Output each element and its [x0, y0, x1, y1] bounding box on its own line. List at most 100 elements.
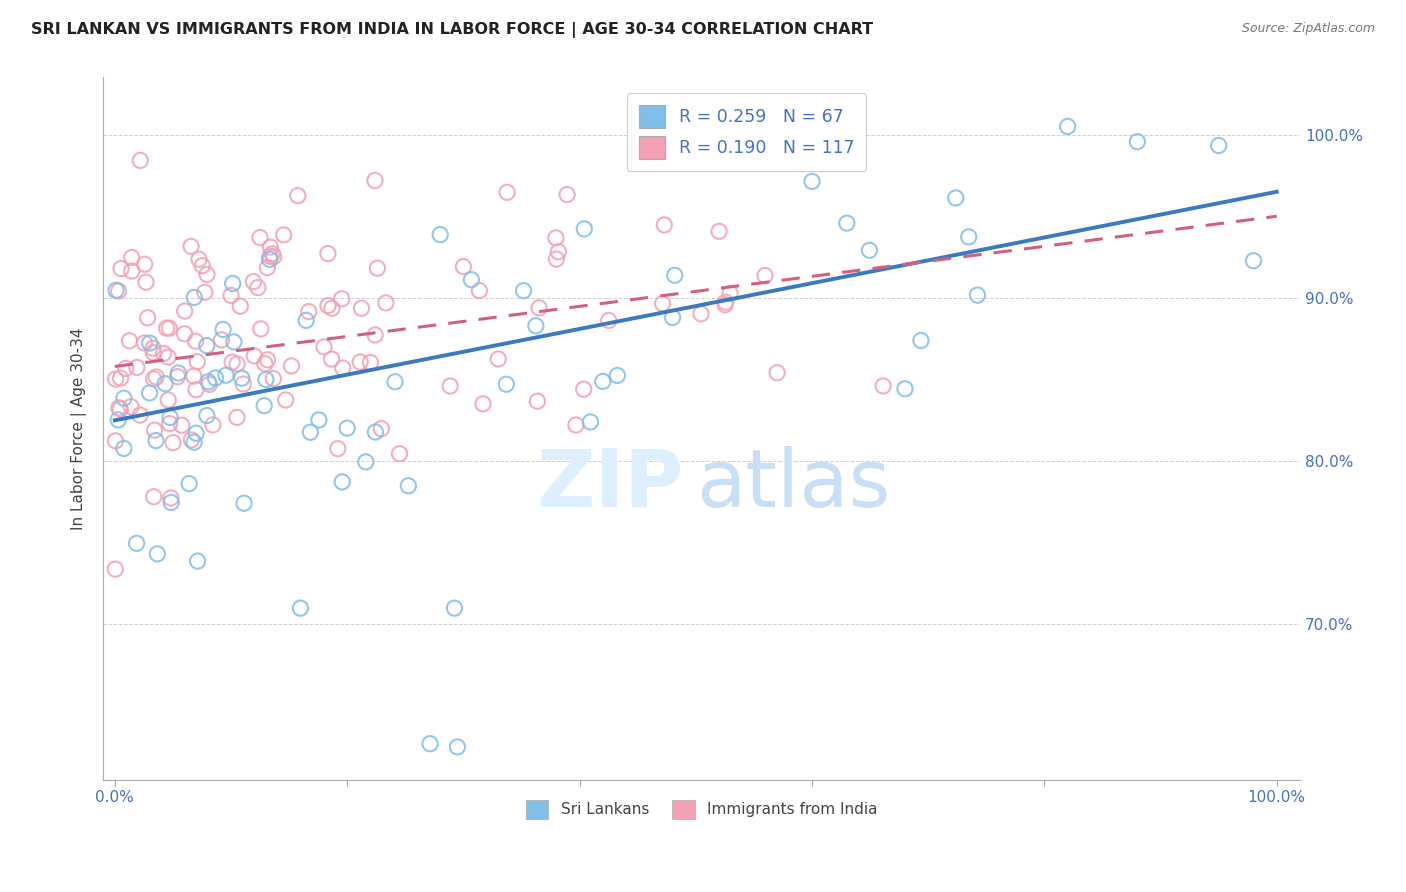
Point — [253, 399, 276, 413]
Point — [180, 239, 202, 253]
Point — [1208, 138, 1230, 153]
Point — [195, 409, 218, 423]
Point — [527, 301, 550, 315]
Text: atlas: atlas — [696, 446, 890, 524]
Point — [170, 418, 193, 433]
Point — [104, 562, 127, 576]
Point — [105, 283, 128, 297]
Point — [107, 284, 129, 298]
Point — [136, 310, 159, 325]
Point — [966, 288, 988, 302]
Point — [110, 402, 132, 417]
Point — [1243, 253, 1265, 268]
Point — [157, 392, 180, 407]
Point — [910, 334, 932, 348]
Point — [262, 371, 284, 385]
Point — [512, 284, 534, 298]
Point — [173, 326, 195, 341]
Point — [159, 417, 181, 431]
Point — [187, 554, 209, 568]
Point — [110, 261, 132, 276]
Point — [651, 296, 673, 310]
Point — [308, 413, 330, 427]
Point — [221, 277, 243, 291]
Point — [134, 336, 156, 351]
Point — [429, 227, 451, 242]
Point — [354, 455, 377, 469]
Point — [295, 313, 318, 327]
Point — [366, 261, 388, 276]
Point — [242, 275, 264, 289]
Point — [579, 415, 602, 429]
Point — [460, 273, 482, 287]
Point — [219, 288, 242, 302]
Point — [186, 354, 208, 368]
Point — [574, 222, 596, 236]
Point — [143, 423, 166, 437]
Point — [104, 372, 127, 386]
Text: SRI LANKAN VS IMMIGRANTS FROM INDIA IN LABOR FORCE | AGE 30-34 CORRELATION CHART: SRI LANKAN VS IMMIGRANTS FROM INDIA IN L… — [31, 22, 873, 38]
Point — [280, 359, 302, 373]
Point — [349, 355, 371, 369]
Point — [690, 307, 713, 321]
Point — [112, 391, 135, 405]
Point — [330, 292, 353, 306]
Point — [384, 375, 406, 389]
Point — [606, 368, 628, 383]
Point — [259, 252, 281, 267]
Point — [316, 246, 339, 260]
Point — [835, 216, 858, 230]
Point — [197, 375, 219, 389]
Point — [129, 408, 152, 422]
Point — [396, 479, 419, 493]
Point — [195, 268, 218, 282]
Point — [312, 340, 335, 354]
Point — [145, 434, 167, 448]
Point — [173, 304, 195, 318]
Point — [146, 547, 169, 561]
Point — [364, 173, 387, 187]
Point — [471, 397, 494, 411]
Point — [145, 370, 167, 384]
Point — [107, 413, 129, 427]
Point — [496, 186, 519, 200]
Point — [664, 268, 686, 283]
Point — [253, 357, 276, 371]
Point — [555, 187, 578, 202]
Point — [446, 739, 468, 754]
Point — [661, 310, 683, 325]
Point — [707, 224, 730, 238]
Point — [212, 322, 235, 336]
Point — [388, 447, 411, 461]
Point — [166, 369, 188, 384]
Point — [152, 346, 174, 360]
Point — [332, 361, 354, 376]
Point — [108, 401, 131, 415]
Point — [201, 417, 224, 432]
Point — [180, 433, 202, 447]
Point — [250, 322, 273, 336]
Point — [215, 368, 238, 383]
Point — [858, 244, 880, 258]
Point — [160, 491, 183, 505]
Point — [1126, 135, 1149, 149]
Point — [299, 425, 322, 440]
Y-axis label: In Labor Force | Age 30-34: In Labor Force | Age 30-34 — [72, 327, 87, 530]
Point — [134, 257, 156, 271]
Point — [184, 426, 207, 441]
Point — [468, 284, 491, 298]
Point — [592, 375, 614, 389]
Point — [118, 334, 141, 348]
Point — [714, 298, 737, 312]
Point — [370, 422, 392, 436]
Point — [243, 349, 266, 363]
Point — [572, 382, 595, 396]
Point — [138, 386, 160, 401]
Point — [142, 345, 165, 359]
Point — [718, 286, 741, 301]
Point — [104, 434, 127, 448]
Point — [524, 318, 547, 333]
Point — [112, 442, 135, 456]
Point — [160, 495, 183, 509]
Point — [121, 251, 143, 265]
